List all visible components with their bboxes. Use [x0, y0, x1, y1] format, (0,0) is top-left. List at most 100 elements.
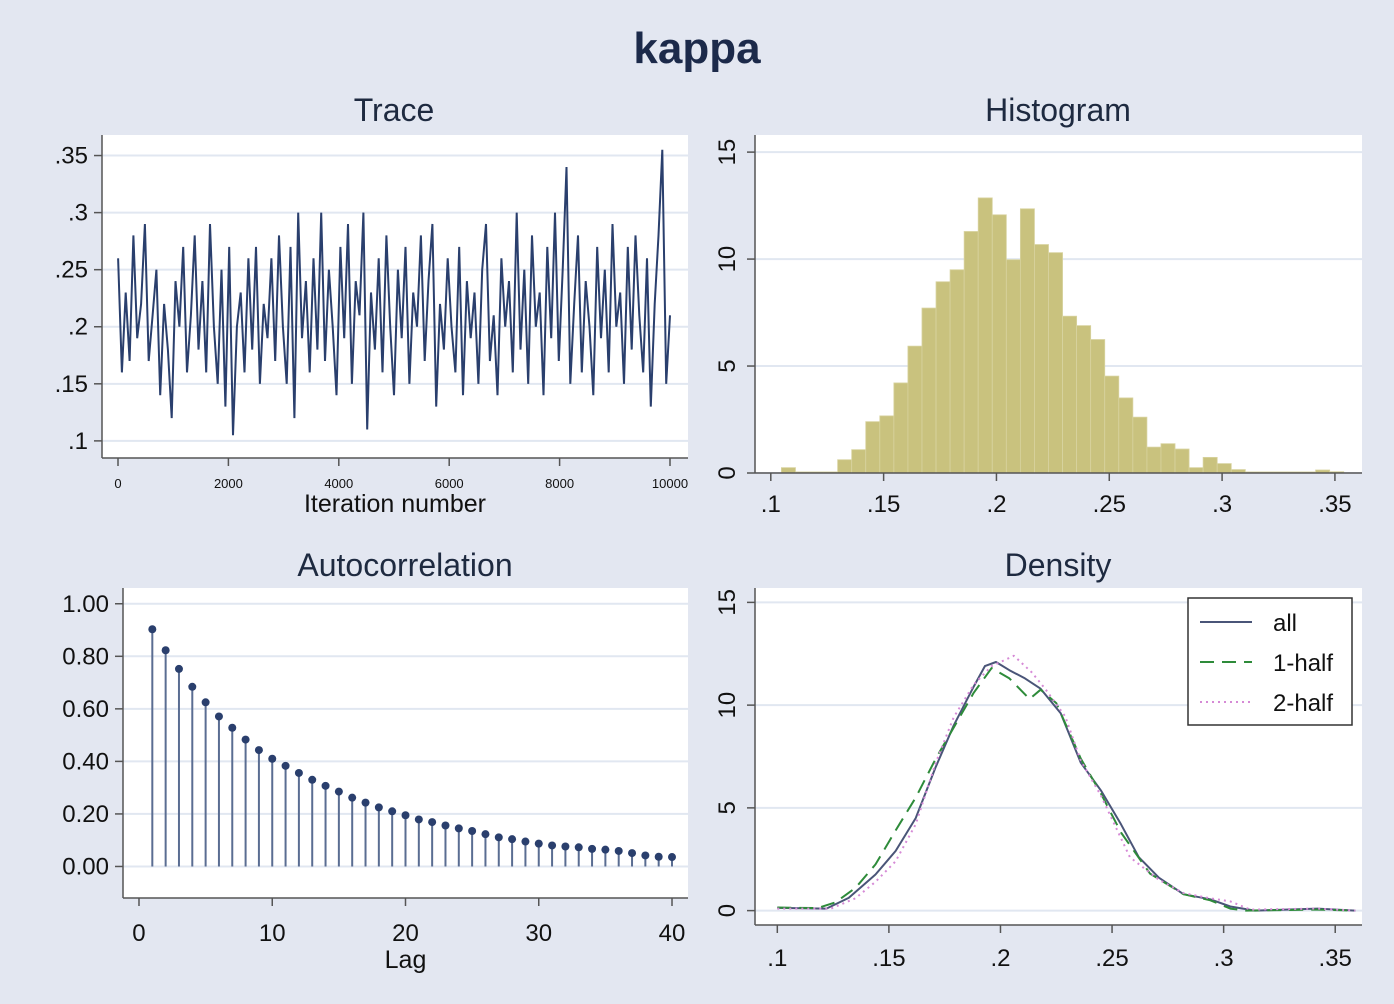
x-tick-label: .1: [767, 945, 787, 972]
trace-line: [117, 149, 671, 436]
y-tick-label: 0.80: [62, 643, 109, 670]
acf-point: [494, 833, 503, 842]
y-tick-label: 10: [714, 246, 741, 273]
acf-point: [334, 787, 343, 796]
histogram-bar: [1005, 259, 1021, 474]
acf-point: [188, 682, 197, 691]
histogram-bar: [781, 467, 796, 474]
panel-title: Trace: [354, 92, 435, 128]
histogram-bar: [1118, 397, 1134, 474]
acf-point: [628, 849, 637, 858]
x-tick-label: .35: [1318, 491, 1351, 518]
acf-point: [148, 625, 157, 634]
panel-title: Density: [1005, 547, 1112, 583]
acf-point: [321, 781, 330, 790]
y-tick-label: .1: [68, 428, 88, 455]
y-tick-label: 1.00: [62, 591, 109, 618]
acf-point: [601, 845, 610, 854]
x-tick-label: .15: [867, 491, 900, 518]
y-tick-label: .15: [55, 371, 88, 398]
panel-trace: Trace .1 .15 .2 .25 .3 .35 0 2000 4000 6000 8000 100…: [55, 92, 688, 518]
legend: all 1-half 2-half: [1187, 597, 1353, 726]
histogram-bar: [1104, 375, 1120, 474]
x-tick-label: .1: [761, 491, 781, 518]
plot-area: [102, 135, 688, 458]
x-tick-label: 10: [259, 920, 286, 947]
histogram-bar: [1019, 208, 1035, 474]
histogram-bar: [963, 231, 979, 474]
x-tick-label: 2000: [214, 476, 243, 491]
y-tick-label: 15: [714, 139, 741, 166]
x-tick-label: .3: [1214, 945, 1234, 972]
legend-label: 2-half: [1273, 690, 1333, 717]
acf-point: [348, 793, 357, 802]
acf-point: [481, 830, 490, 839]
acf-point: [201, 698, 210, 707]
y-tick-label: 10: [714, 692, 741, 719]
histogram-bar: [991, 214, 1007, 474]
x-tick-label: .3: [1212, 491, 1232, 518]
histogram-bar: [977, 197, 993, 474]
y-tick-label: 15: [714, 589, 741, 616]
acf-point: [214, 712, 223, 721]
histogram-bar: [851, 449, 867, 474]
histogram-bar: [1188, 467, 1204, 474]
y-tick-label: 5: [714, 359, 741, 372]
acf-point: [508, 835, 517, 844]
x-tick-label: .2: [990, 945, 1010, 972]
y-tick-label: 0.40: [62, 748, 109, 775]
acf-point: [654, 852, 663, 861]
panel-title: Histogram: [985, 92, 1131, 128]
acf-point: [574, 843, 583, 852]
acf-point: [294, 768, 303, 777]
histogram-bar: [1034, 244, 1049, 474]
histogram-bar: [1202, 456, 1218, 474]
panel-histogram: Histogram 0 5 10 15 .1 .15 .2 .25 .3 .35: [714, 92, 1362, 518]
panel-density: Density 0 5 10 15 .1 .15 .2 .25 .3 .35 all 1-half 2-h…: [714, 547, 1362, 972]
x-tick-label: 0: [132, 920, 145, 947]
acf-point: [174, 664, 183, 673]
legend-box: [1187, 597, 1353, 726]
histogram-bar: [1160, 443, 1176, 474]
acf-point: [454, 824, 463, 833]
panel-autocorrelation: Autocorrelation 0.00 0.20 0.40 0.60 0.80 1.00 0…: [62, 547, 688, 974]
acf-point: [254, 746, 263, 755]
x-tick-label: 6000: [435, 476, 464, 491]
histogram-bar: [1174, 448, 1190, 474]
acf-point: [641, 851, 650, 860]
acf-point: [268, 754, 277, 763]
x-tick-label: .35: [1319, 945, 1352, 972]
y-tick-label: 0: [714, 904, 741, 917]
legend-label: 1-half: [1273, 650, 1333, 677]
histogram-bar: [907, 345, 923, 474]
histogram-bar: [949, 269, 965, 474]
y-tick-label: 0.00: [62, 853, 109, 880]
x-tick-label: 4000: [324, 476, 353, 491]
density-line-1-half: [777, 667, 1356, 912]
histogram-bar: [837, 459, 853, 474]
acf-point: [428, 818, 437, 827]
acf-point: [588, 844, 597, 853]
x-axis-label: Iteration number: [304, 490, 486, 518]
figure-title: kappa: [633, 24, 761, 73]
x-tick-label: 8000: [545, 476, 574, 491]
acf-point: [281, 761, 290, 770]
acf-point: [388, 807, 397, 816]
histogram-bar: [879, 415, 895, 474]
acf-point: [374, 803, 383, 812]
acf-point: [414, 815, 423, 824]
y-tick-label: 0.20: [62, 801, 109, 828]
acf-point: [241, 735, 250, 744]
y-tick-label: .3: [68, 200, 88, 227]
x-tick-label: .2: [986, 491, 1006, 518]
histogram-bar: [893, 382, 909, 474]
x-tick-label: 30: [525, 920, 552, 947]
acf-point: [401, 811, 410, 820]
acf-point: [308, 775, 317, 784]
x-tick-label: .15: [872, 945, 905, 972]
histogram-bar: [865, 421, 881, 474]
legend-label: all: [1273, 610, 1297, 637]
histogram-bar: [921, 307, 937, 474]
acf-point: [561, 842, 570, 851]
